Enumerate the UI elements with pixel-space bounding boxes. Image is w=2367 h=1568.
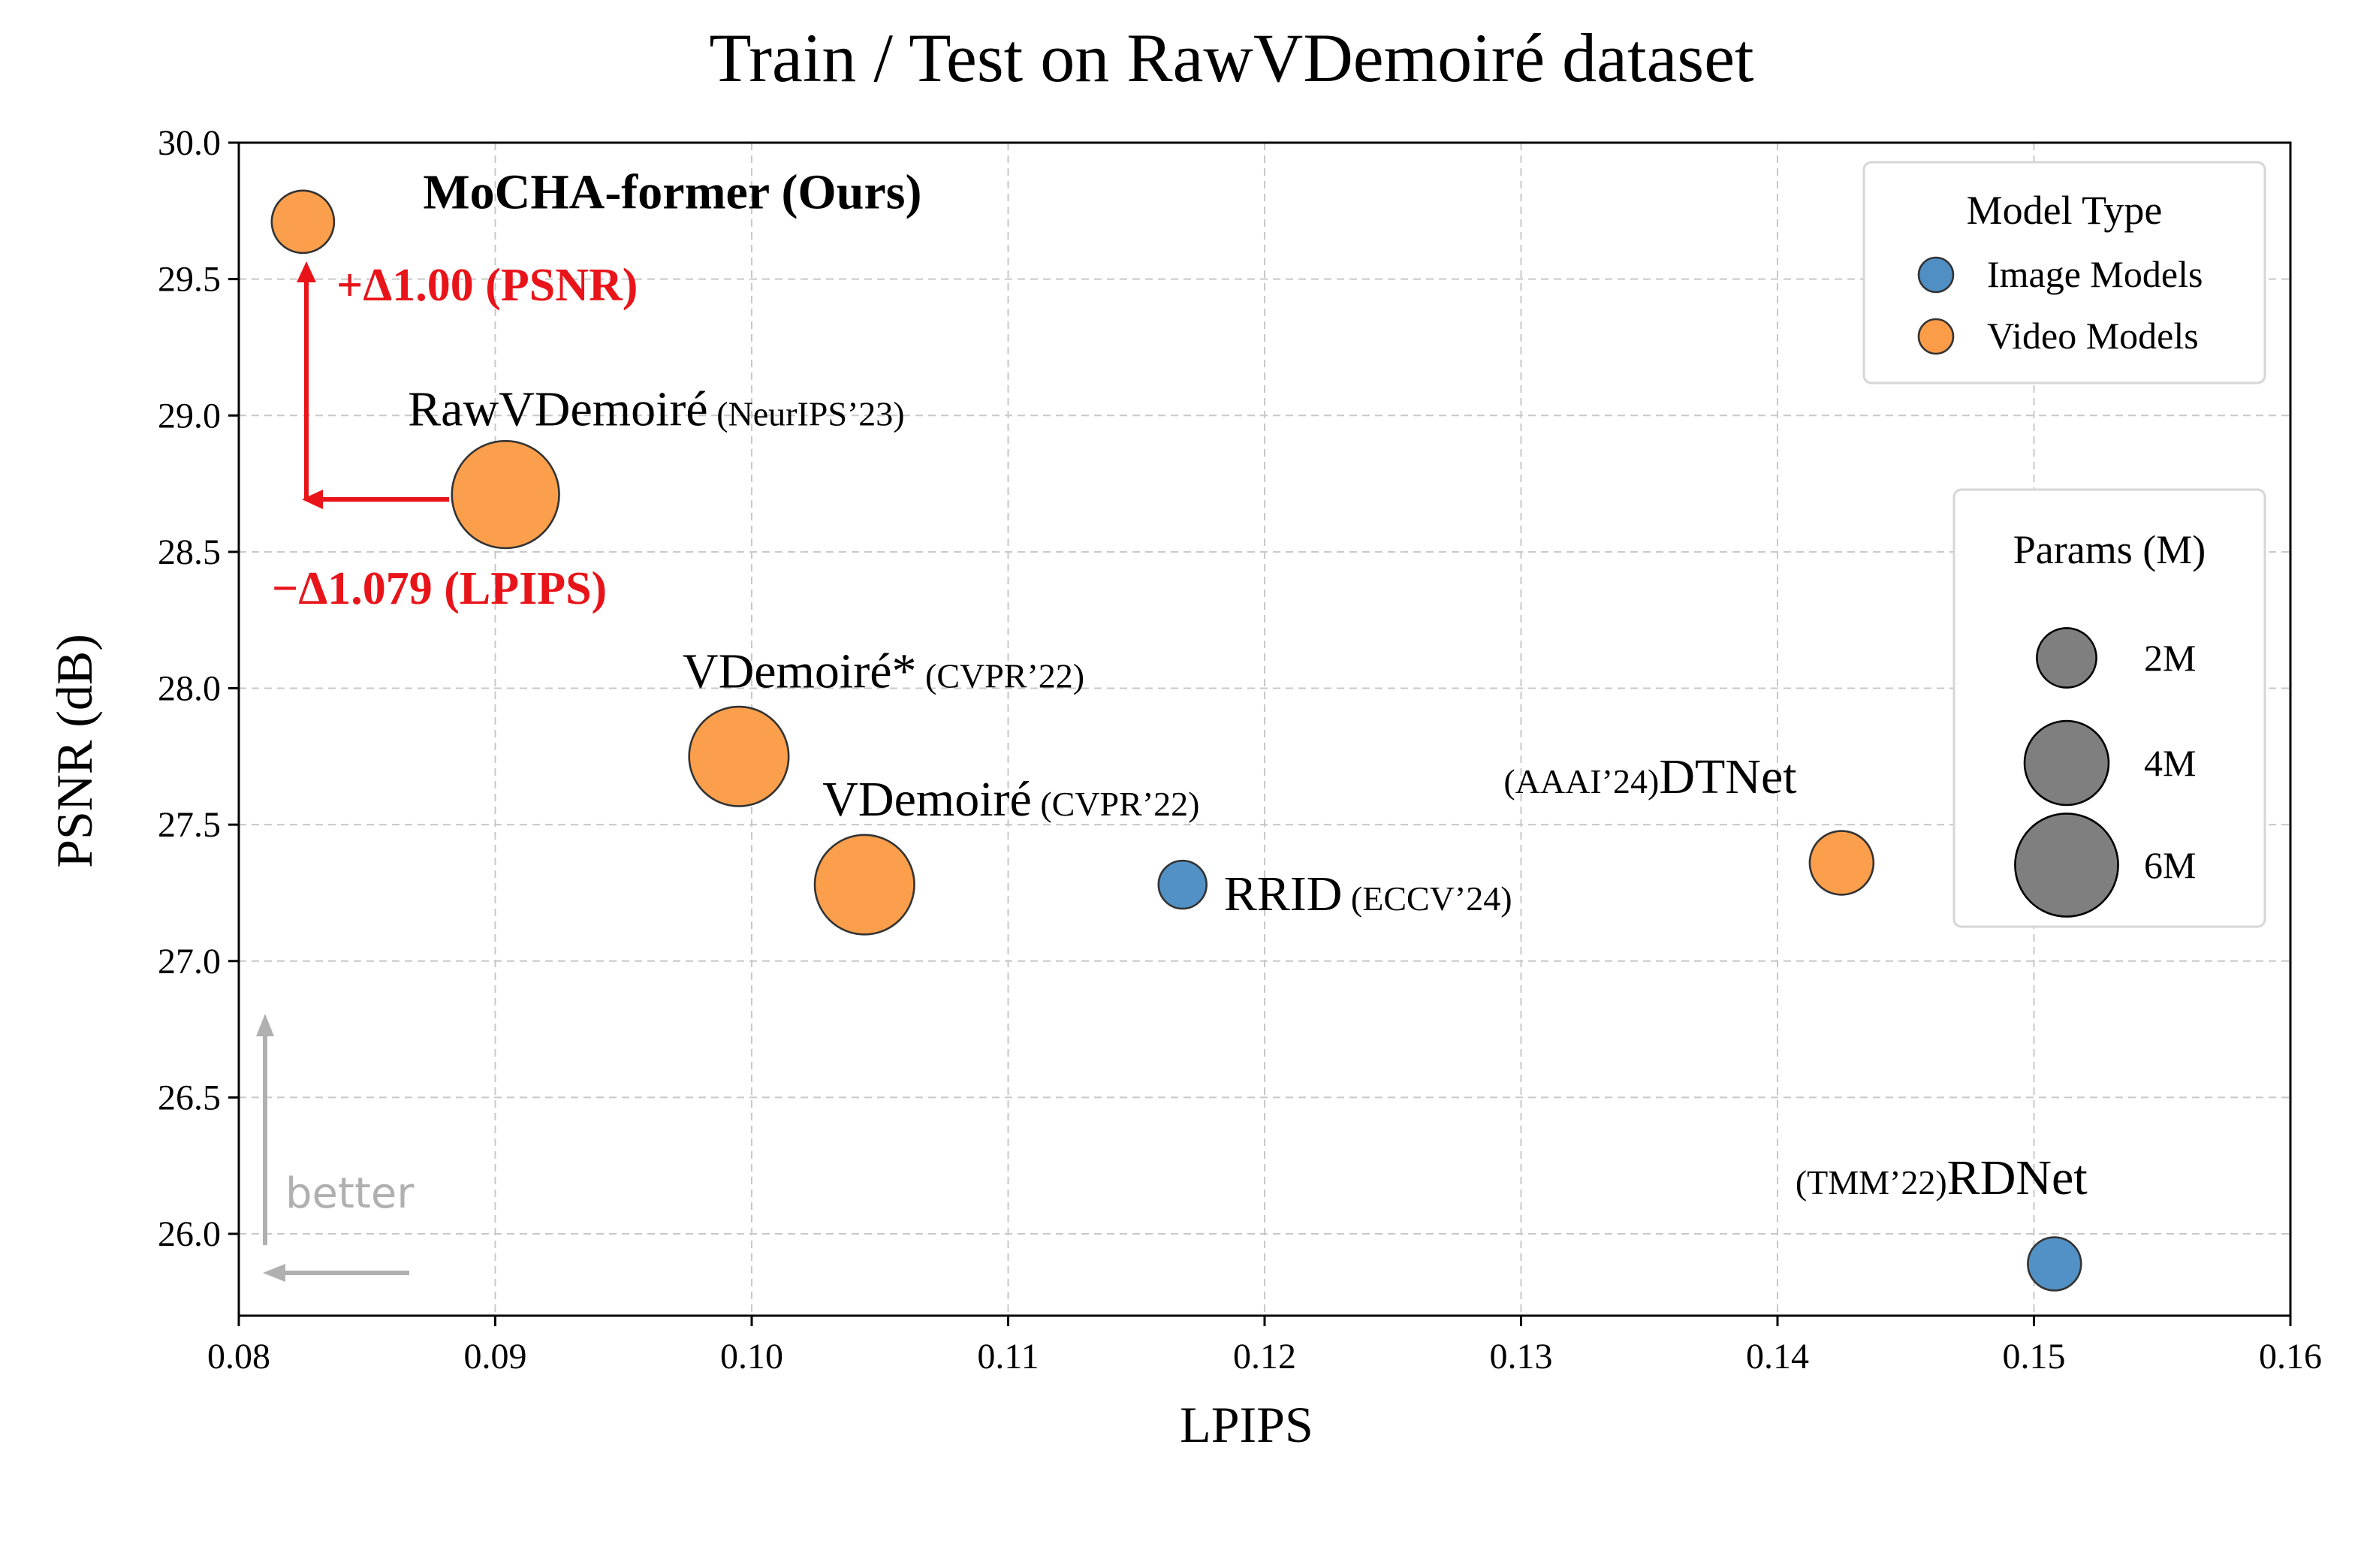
label-venue: (AAAI’24) [1503, 762, 1659, 801]
legend-size-4m-label: 4M [2144, 742, 2196, 784]
x-axis-title: LPIPS [1180, 1396, 1313, 1453]
point-rdnet [2027, 1236, 2082, 1292]
label-vdemoir: VDemoiré (CVPR’22) [822, 772, 1199, 827]
label-name: VDemoiré* [683, 644, 917, 698]
label-venue: (TMM’22) [1796, 1163, 1947, 1202]
y-tick-label: 27.5 [158, 805, 221, 845]
x-tick-label: 0.15 [2003, 1337, 2066, 1377]
y-tick-label: 26.5 [158, 1078, 221, 1117]
point-vdemoir [688, 705, 790, 807]
better-arrowhead-up [256, 1014, 274, 1036]
label-venue: (CVPR’22) [917, 656, 1085, 695]
label-rawvdemoir: RawVDemoiré (NeurIPS’23) [408, 382, 904, 437]
better-label: better [285, 1169, 415, 1218]
y-tick-label: 28.0 [158, 669, 221, 709]
x-axis-ticks: 0.08 0.09 0.10 0.11 0.12 0.13 0.14 0.15 0.16 [207, 1316, 2322, 1377]
legend-size-2m-marker [2036, 627, 2097, 689]
grid-lines [239, 143, 2290, 1316]
label-name: DTNet [1659, 749, 1796, 804]
legend-size-6m-label: 6M [2144, 844, 2196, 886]
label-venue: (CVPR’22) [1032, 785, 1200, 823]
legend-model-type: Model Type Image Models Video Models [1862, 161, 2266, 384]
label-vdemoir: VDemoiré* (CVPR’22) [683, 644, 1084, 698]
y-tick-label: 26.0 [158, 1214, 221, 1254]
point-labels: MoCHA-former (Ours) RawVDemoiré (NeurIPS’… [408, 164, 2088, 1205]
x-tick-label: 0.10 [720, 1337, 783, 1377]
x-tick-label: 0.16 [2259, 1337, 2322, 1377]
legend-model-type-box [1862, 161, 2266, 384]
legend-image-models-label: Image Models [1987, 253, 2203, 295]
label-name: RRID [1224, 867, 1343, 921]
label-rrid: RRID (ECCV’24) [1224, 867, 1512, 921]
point-dtnet [1808, 830, 1875, 896]
legend-video-models-marker [1917, 318, 1955, 355]
point-vdemoir [813, 834, 915, 936]
label-name: RawVDemoiré [408, 382, 708, 437]
label-venue: (NeurIPS’23) [708, 395, 905, 433]
y-axis-ticks: 26.0 26.5 27.0 27.5 28.0 28.5 29.0 29.5 30.0 [158, 123, 239, 1254]
legend-params: Params (M) 2M 4M 6M [1952, 488, 2266, 928]
label-dtnet: (AAAI’24)DTNet [1503, 749, 1796, 804]
x-tick-label: 0.12 [1233, 1337, 1296, 1377]
chart-title: Train / Test on RawVDemoiré dataset [709, 20, 1754, 96]
improvement-arrowhead-up [297, 261, 316, 282]
y-tick-label: 28.5 [158, 532, 221, 572]
x-tick-label: 0.13 [1490, 1337, 1553, 1377]
x-tick-label: 0.08 [207, 1337, 270, 1377]
y-tick-label: 29.0 [158, 396, 221, 436]
psnr-gain-annotation: +Δ1.00 (PSNR) [336, 260, 638, 311]
point-mocha-former-ours [270, 189, 336, 255]
y-axis-title: PSNR (dB) [46, 634, 103, 868]
legend-params-title: Params (M) [2013, 527, 2206, 572]
legend-video-models-label: Video Models [1987, 315, 2199, 357]
y-tick-label: 27.0 [158, 942, 221, 982]
x-tick-label: 0.09 [464, 1337, 527, 1377]
data-points [270, 189, 2082, 1292]
legend-size-4m-marker [2023, 719, 2110, 807]
label-mocha-former-ours: MoCHA-former (Ours) [423, 164, 921, 219]
label-venue: (ECCV’24) [1342, 879, 1512, 918]
better-arrowhead-left [263, 1264, 285, 1282]
x-tick-label: 0.14 [1746, 1337, 1809, 1377]
point-rawvdemoir [451, 439, 560, 550]
y-tick-label: 30.0 [158, 123, 221, 163]
lpips-gain-annotation: −Δ1.079 (LPIPS) [272, 563, 607, 614]
label-name: RDNet [1947, 1150, 2088, 1205]
legend-size-6m-marker [2014, 813, 2119, 918]
improvement-arrowhead-left [302, 490, 323, 509]
legend-model-type-title: Model Type [1967, 188, 2163, 233]
legend-image-models-marker [1917, 256, 1955, 294]
x-tick-label: 0.11 [977, 1337, 1039, 1377]
label-rdnet: (TMM’22)RDNet [1796, 1150, 2088, 1205]
legend-params-entries: 2M 4M 6M [2014, 627, 2196, 918]
point-rrid [1157, 859, 1208, 910]
label-name: MoCHA-former (Ours) [423, 164, 921, 219]
legend-size-2m-label: 2M [2144, 637, 2196, 679]
label-name: VDemoiré [822, 772, 1032, 827]
legend-params-box [1952, 488, 2266, 928]
y-tick-label: 29.5 [158, 260, 221, 300]
